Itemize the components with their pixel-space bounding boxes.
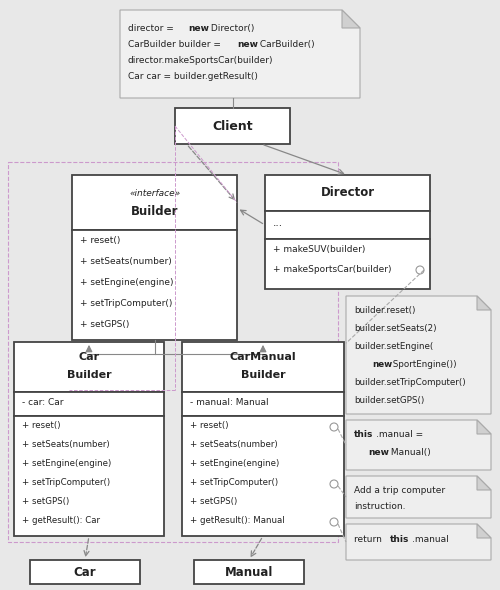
Text: CarBuilder builder =: CarBuilder builder = [128,40,224,49]
Text: this: this [354,430,374,439]
Bar [72,230,237,340]
Text: new: new [237,40,258,49]
Polygon shape [477,296,491,310]
Bar [182,416,344,536]
Text: + setTripComputer(): + setTripComputer() [190,478,278,487]
Polygon shape [342,10,360,28]
Bar [30,560,140,584]
Text: Builder: Builder [240,370,286,380]
Bar [182,392,344,416]
Text: + reset(): + reset() [190,421,228,430]
Text: Builder: Builder [131,205,178,218]
Text: Manual: Manual [225,565,273,579]
Text: Manual(): Manual() [388,448,431,457]
Bar [14,392,164,416]
Polygon shape [346,524,491,560]
Text: CarBuilder(): CarBuilder() [257,40,314,49]
Text: + getResult(): Manual: + getResult(): Manual [190,516,284,525]
Text: Director(): Director() [208,24,254,33]
Bar [8,162,338,542]
Text: - manual: Manual: - manual: Manual [190,398,268,407]
Bar [194,560,304,584]
Text: Add a trip computer: Add a trip computer [354,486,445,495]
Polygon shape [346,420,491,470]
Text: director =: director = [128,24,176,33]
Text: + setEngine(engine): + setEngine(engine) [22,459,111,468]
Text: builder.reset(): builder.reset() [354,306,416,315]
Text: ...: ... [273,218,283,228]
Text: «interface»: «interface» [129,189,180,198]
Text: + setGPS(): + setGPS() [22,497,69,506]
Text: builder.setTripComputer(): builder.setTripComputer() [354,378,466,387]
Text: + setEngine(engine): + setEngine(engine) [190,459,279,468]
Polygon shape [346,476,491,518]
Text: + setTripComputer(): + setTripComputer() [22,478,110,487]
Bar [175,108,290,144]
Text: - car: Car: - car: Car [22,398,64,407]
Text: + makeSportsCar(builder): + makeSportsCar(builder) [273,265,392,274]
Polygon shape [477,420,491,434]
Text: Car: Car [74,565,96,579]
Text: + setGPS(): + setGPS() [190,497,238,506]
Text: + setTripComputer(): + setTripComputer() [80,299,172,308]
Text: + setSeats(number): + setSeats(number) [22,440,110,449]
Text: new: new [188,24,209,33]
Text: new: new [372,360,392,369]
Text: + reset(): + reset() [80,236,120,245]
Polygon shape [477,524,491,538]
Text: .manual: .manual [412,535,449,544]
Text: Director: Director [320,186,374,199]
Text: + getResult(): Car: + getResult(): Car [22,516,100,525]
Text: CarManual: CarManual [230,352,296,362]
Text: + reset(): + reset() [22,421,60,430]
Polygon shape [346,296,491,414]
Text: Client: Client [212,120,253,133]
Text: this: this [390,535,409,544]
Bar [14,342,164,392]
Text: builder.setEngine(: builder.setEngine( [354,342,433,351]
Polygon shape [477,476,491,490]
Text: + setGPS(): + setGPS() [80,320,130,329]
Text: builder.setSeats(2): builder.setSeats(2) [354,324,436,333]
Text: instruction.: instruction. [354,502,406,511]
Text: + setEngine(engine): + setEngine(engine) [80,278,174,287]
Bar [14,416,164,536]
Text: Car: Car [78,352,100,362]
Bar [72,175,237,230]
Polygon shape [120,10,360,98]
Text: new: new [368,448,389,457]
Text: director.makeSportsCar(builder): director.makeSportsCar(builder) [128,56,274,65]
Bar [265,239,430,289]
Text: SportEngine()): SportEngine()) [390,360,456,369]
Text: .manual =: .manual = [376,430,423,439]
Text: + setSeats(number): + setSeats(number) [80,257,172,266]
Bar [265,211,430,239]
Text: Car car = builder.getResult(): Car car = builder.getResult() [128,72,258,81]
Text: + setSeats(number): + setSeats(number) [190,440,278,449]
Bar [182,342,344,392]
Text: builder.setGPS(): builder.setGPS() [354,396,424,405]
Text: Builder: Builder [66,370,112,380]
Text: return: return [354,535,385,544]
Bar [265,175,430,211]
Text: + makeSUV(builder): + makeSUV(builder) [273,245,366,254]
